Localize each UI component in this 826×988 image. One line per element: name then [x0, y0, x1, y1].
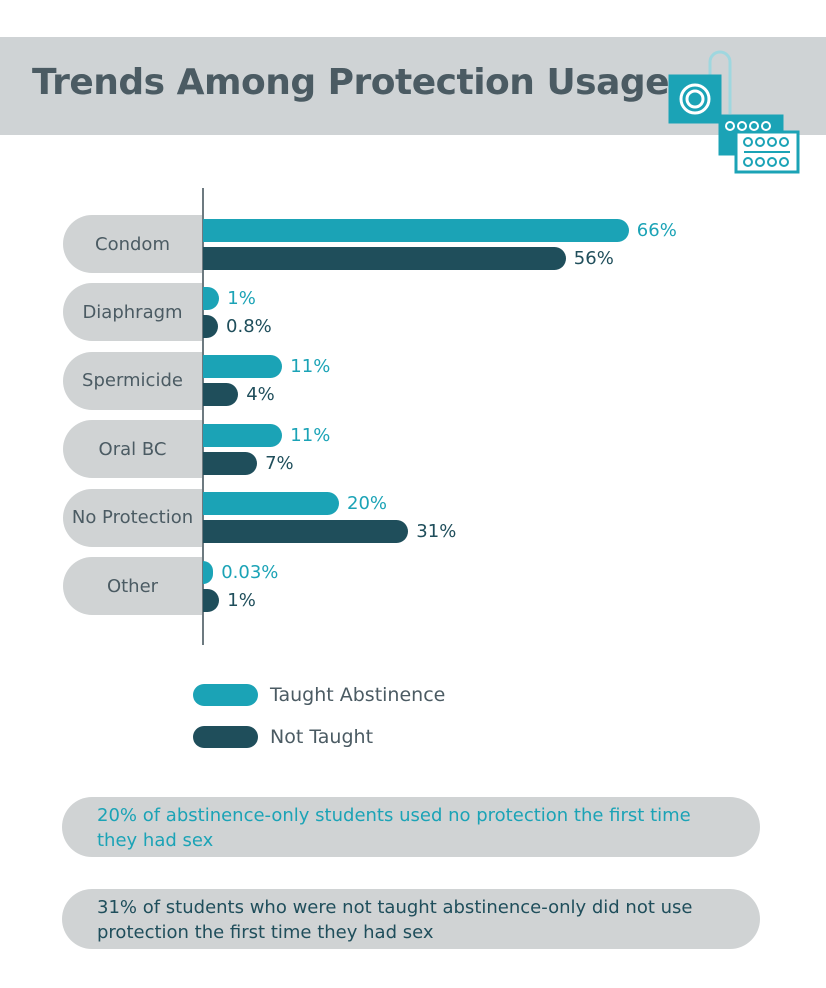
chart-title: Trends Among Protection Usage: [32, 62, 670, 103]
category-label: Oral BC: [63, 420, 202, 479]
bar: [203, 246, 566, 270]
value-label: 0.03%: [221, 561, 279, 583]
value-label: 0.8%: [226, 315, 272, 337]
note: 31% of students who were not taught abst…: [62, 889, 760, 949]
category-label: Spermicide: [63, 351, 202, 410]
value-label: 66%: [636, 219, 677, 241]
legend-swatch: [193, 684, 258, 706]
value-label: 1%: [227, 589, 256, 611]
icon: [668, 50, 800, 174]
bar: [203, 383, 239, 407]
bar: [203, 560, 214, 584]
bar: [203, 218, 629, 242]
category-label: Diaphragm: [63, 283, 202, 342]
axis-line: [202, 188, 204, 645]
value-label: 7%: [265, 452, 294, 474]
category-label: Other: [63, 557, 202, 615]
value-label: 4%: [246, 384, 275, 406]
bar: [203, 286, 220, 310]
legend-label: Taught Abstinence: [270, 684, 446, 706]
value-label: 1%: [227, 287, 256, 309]
value-label: 31%: [416, 521, 457, 543]
bar: [203, 314, 219, 338]
value-label: 11%: [290, 356, 331, 378]
category-label: Condom: [63, 215, 202, 273]
note: 20% of abstinence-only students used no …: [62, 797, 760, 857]
bar: [203, 451, 258, 475]
legend-label: Not Taught: [270, 726, 374, 748]
legend-swatch: [193, 726, 258, 748]
bar: [203, 492, 339, 516]
bar: [203, 355, 283, 379]
bar: [203, 520, 409, 544]
bar: [203, 423, 283, 447]
category-label: No Protection: [63, 488, 202, 547]
value-label: 20%: [347, 493, 388, 515]
bar: [203, 588, 220, 612]
value-label: 56%: [573, 247, 614, 269]
value-label: 11%: [290, 424, 331, 446]
